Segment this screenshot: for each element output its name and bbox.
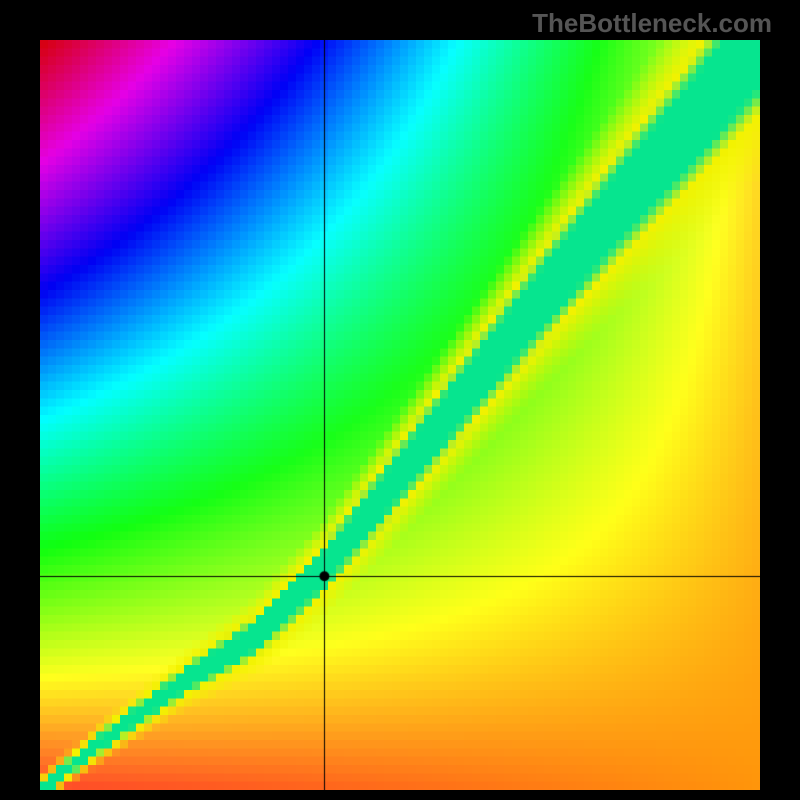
- chart-container: TheBottleneck.com: [0, 0, 800, 800]
- watermark-text: TheBottleneck.com: [532, 8, 772, 39]
- crosshair-overlay: [40, 40, 760, 790]
